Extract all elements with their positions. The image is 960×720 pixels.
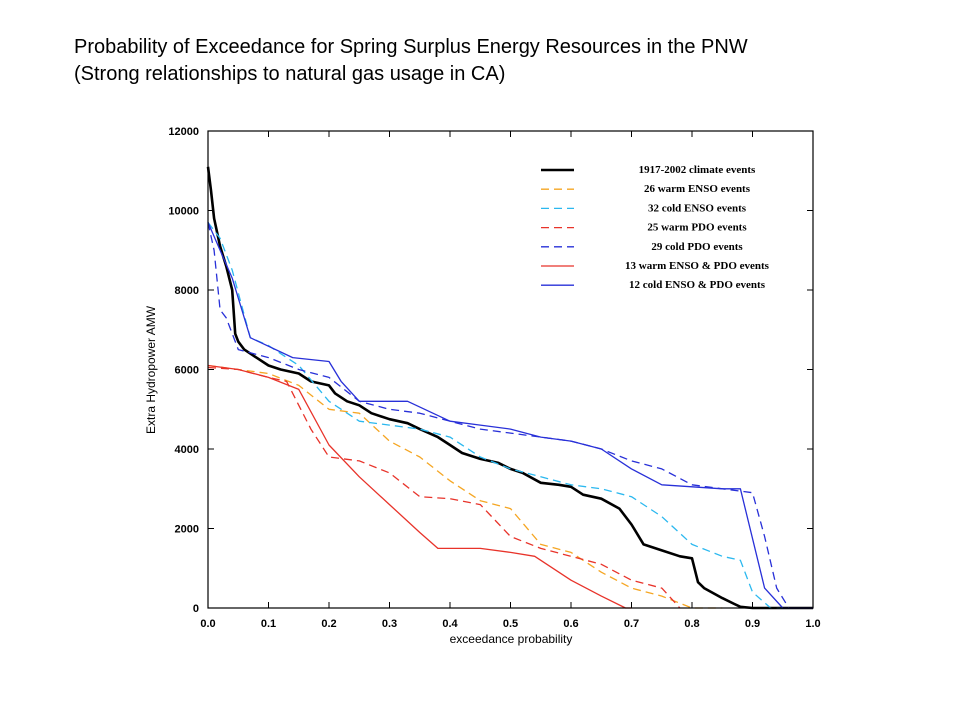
legend-label: 26 warm ENSO events <box>644 183 751 195</box>
x-axis-title: exceedance probability <box>450 632 573 646</box>
legend: 1917-2002 climate events 26 warm ENSO eve… <box>541 164 770 291</box>
slide-title-line-2: (Strong relationships to natural gas usa… <box>74 63 506 85</box>
plot-frame <box>207 130 814 609</box>
x-tick-label: 0.1 <box>261 618 276 630</box>
y-tick-label: 12000 <box>168 126 199 138</box>
slide-title-line-1: Probability of Exceedance for Spring Sur… <box>74 36 748 58</box>
y-tick-label: 2000 <box>175 524 199 536</box>
y-tick-label: 6000 <box>175 365 199 377</box>
y-axis-title: Extra Hydropower AMW <box>144 305 158 434</box>
series-line-2 <box>207 364 723 609</box>
slide-title: Probability of Exceedance for Spring Sur… <box>74 34 934 88</box>
axis-ticks: 0.0 0.1 0.2 0.3 0.4 0.5 0.6 0.7 0.8 0.9 1.0 0 2000 40… <box>168 126 820 630</box>
y-tick-label: 4000 <box>175 444 199 456</box>
y-tick-label: 10000 <box>168 206 199 218</box>
legend-label: 25 warm PDO events <box>647 222 747 234</box>
y-tick-label: 8000 <box>175 285 199 297</box>
legend-label: 32 cold ENSO events <box>648 202 747 214</box>
x-tick-label: 0.2 <box>321 618 336 630</box>
x-tick-label: 1.0 <box>805 618 820 630</box>
legend-label: 13 warm ENSO & PDO events <box>625 260 770 272</box>
series-line-6 <box>207 364 632 609</box>
legend-label: 12 cold ENSO & PDO events <box>629 279 766 291</box>
x-tick-label: 0.3 <box>382 618 397 630</box>
x-tick-label: 0.9 <box>745 618 760 630</box>
legend-label: 1917-2002 climate events <box>639 164 756 176</box>
x-tick-label: 0.0 <box>200 618 215 630</box>
series-lines <box>206 166 813 610</box>
legend-label: 29 cold PDO events <box>651 241 743 253</box>
x-tick-label: 0.5 <box>503 618 518 630</box>
x-tick-label: 0.8 <box>684 618 699 630</box>
x-tick-label: 0.4 <box>442 618 458 630</box>
series-line-7 <box>207 222 813 609</box>
x-tick-label: 0.6 <box>563 618 578 630</box>
y-tick-label: 0 <box>193 603 199 615</box>
x-tick-label: 0.7 <box>624 618 639 630</box>
series-line-4 <box>207 366 681 609</box>
series-line-3 <box>207 222 783 609</box>
series-line-1 <box>206 166 813 610</box>
